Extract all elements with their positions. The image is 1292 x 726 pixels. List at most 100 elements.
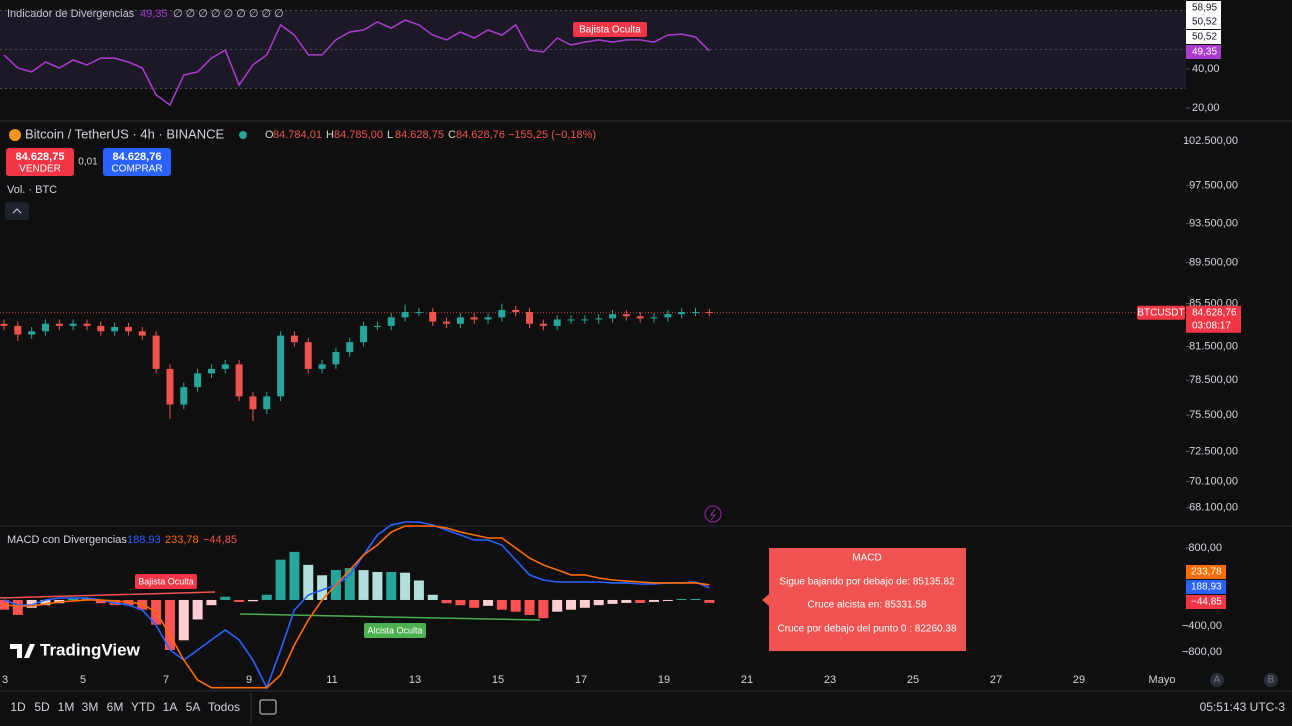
last-price-tag — [1186, 305, 1241, 333]
y-tick-label: 20,00 — [1192, 102, 1220, 114]
value-tag-label: 58,95 — [1192, 3, 1217, 14]
histogram-bar — [566, 599, 577, 610]
signal-line — [3, 525, 710, 689]
axis-badge[interactable] — [1264, 673, 1278, 687]
histogram-bar — [40, 599, 51, 606]
candle-body — [277, 335, 285, 397]
y-tick-label: 97.500,00 — [1189, 180, 1238, 192]
logo-mark — [10, 644, 35, 658]
value-tag — [1186, 30, 1221, 44]
candle-body — [235, 364, 243, 397]
candle-body — [415, 312, 423, 314]
symbol-tag — [1137, 305, 1185, 320]
buy-price[interactable]: 84.628,76 — [113, 151, 162, 163]
candle-body — [346, 342, 354, 353]
ohlc-value: 84.628,75 — [395, 129, 444, 141]
x-tick-label: 11 — [326, 674, 337, 686]
histogram-bar — [441, 599, 452, 604]
histogram-bar — [164, 599, 175, 651]
collapse-icon[interactable] — [12, 208, 22, 214]
histogram-bar — [538, 599, 549, 619]
range-button[interactable]: 1M — [58, 700, 75, 714]
x-tick-label: 13 — [409, 674, 421, 686]
histogram-bar — [12, 599, 23, 615]
x-tick-label: 7 — [163, 674, 169, 686]
collapse-button[interactable] — [5, 202, 29, 220]
candle-body — [609, 314, 617, 319]
candle-body — [705, 312, 713, 314]
axis-badge[interactable] — [1210, 673, 1224, 687]
candle-body — [41, 323, 49, 332]
tooltip-line: Cruce por debajo del punto 0 : 82260.38 — [777, 624, 956, 635]
value-tag — [1186, 45, 1221, 59]
histogram-bar — [427, 594, 438, 600]
histogram-bar — [234, 599, 245, 602]
range-button[interactable]: 6M — [107, 700, 124, 714]
ohlc-value: 84.785,00 — [334, 129, 383, 141]
candle-body — [263, 396, 271, 410]
ohlc-key: L — [387, 129, 393, 141]
histogram-bar — [524, 599, 535, 615]
sell-button[interactable] — [6, 148, 74, 176]
value-tag — [1186, 565, 1226, 579]
histogram-bar — [469, 599, 480, 608]
candle-body — [166, 368, 174, 405]
y-tick-label: 40,00 — [1192, 63, 1220, 75]
candle-body — [401, 312, 409, 318]
candle-body — [290, 335, 298, 343]
histogram-bar — [261, 594, 272, 600]
event-icon[interactable] — [704, 505, 722, 523]
x-tick-label: 21 — [741, 674, 753, 686]
value-tag-label: 233,78 — [1191, 567, 1222, 578]
range-button[interactable]: 1D — [10, 700, 26, 714]
candle-body — [207, 368, 215, 374]
ohlc-value: 84.784,01 — [273, 129, 322, 141]
value-tag — [1186, 1, 1221, 15]
sell-label[interactable]: VENDER — [19, 164, 61, 175]
axis-badge-label[interactable]: B — [1268, 675, 1275, 686]
candle-body — [249, 396, 257, 410]
y-tick-label: −400,00 — [1182, 620, 1222, 632]
ohlc-key: O — [265, 129, 274, 141]
range-button[interactable]: 1A — [163, 700, 178, 714]
buy-label[interactable]: COMPRAR — [111, 164, 162, 175]
candle-body — [470, 317, 478, 320]
histogram-bar — [649, 599, 660, 602]
tooltip-box — [762, 548, 966, 651]
histogram-bar — [455, 599, 466, 606]
candle-body — [138, 331, 146, 336]
histogram-bar — [26, 599, 37, 608]
candle-body — [304, 342, 312, 369]
buy-button[interactable] — [103, 148, 171, 176]
range-button[interactable]: 3M — [82, 700, 99, 714]
y-tick-label: 102.500,00 — [1183, 135, 1238, 147]
signal-value: 233,78 — [165, 534, 199, 546]
histogram-bar — [95, 599, 106, 604]
event-icon-bolt[interactable] — [710, 508, 717, 521]
y-tick-label: 72.500,00 — [1189, 445, 1238, 457]
y-tick-label: 70.100,00 — [1189, 476, 1238, 488]
histogram-bar — [483, 599, 494, 606]
date-range-icon[interactable] — [259, 699, 277, 715]
histogram-bar — [621, 599, 632, 603]
range-button[interactable]: YTD — [131, 700, 155, 714]
range-button[interactable]: 5D — [34, 700, 50, 714]
range-button[interactable]: Todos — [208, 700, 240, 714]
candle-body — [456, 317, 464, 324]
divergence-label: Bajista Oculta — [138, 576, 194, 586]
x-tick-label: 19 — [658, 674, 670, 686]
histogram-bar — [247, 599, 258, 602]
histogram-bar — [317, 575, 328, 600]
histogram-bar — [593, 599, 604, 606]
histogram-bar — [68, 598, 79, 600]
candle-body — [443, 321, 451, 324]
histogram-bar — [510, 599, 521, 612]
axis-badge-label[interactable]: A — [1214, 675, 1221, 686]
histogram-bar — [220, 596, 231, 600]
value-tag-label: −44,85 — [1191, 597, 1222, 608]
range-button[interactable]: 5A — [186, 700, 201, 714]
tooltip-line: Cruce alcista en: 85331.58 — [808, 600, 927, 611]
divergence-label-box — [135, 574, 197, 589]
sell-price[interactable]: 84.628,75 — [16, 151, 65, 163]
candle-body — [221, 364, 229, 369]
